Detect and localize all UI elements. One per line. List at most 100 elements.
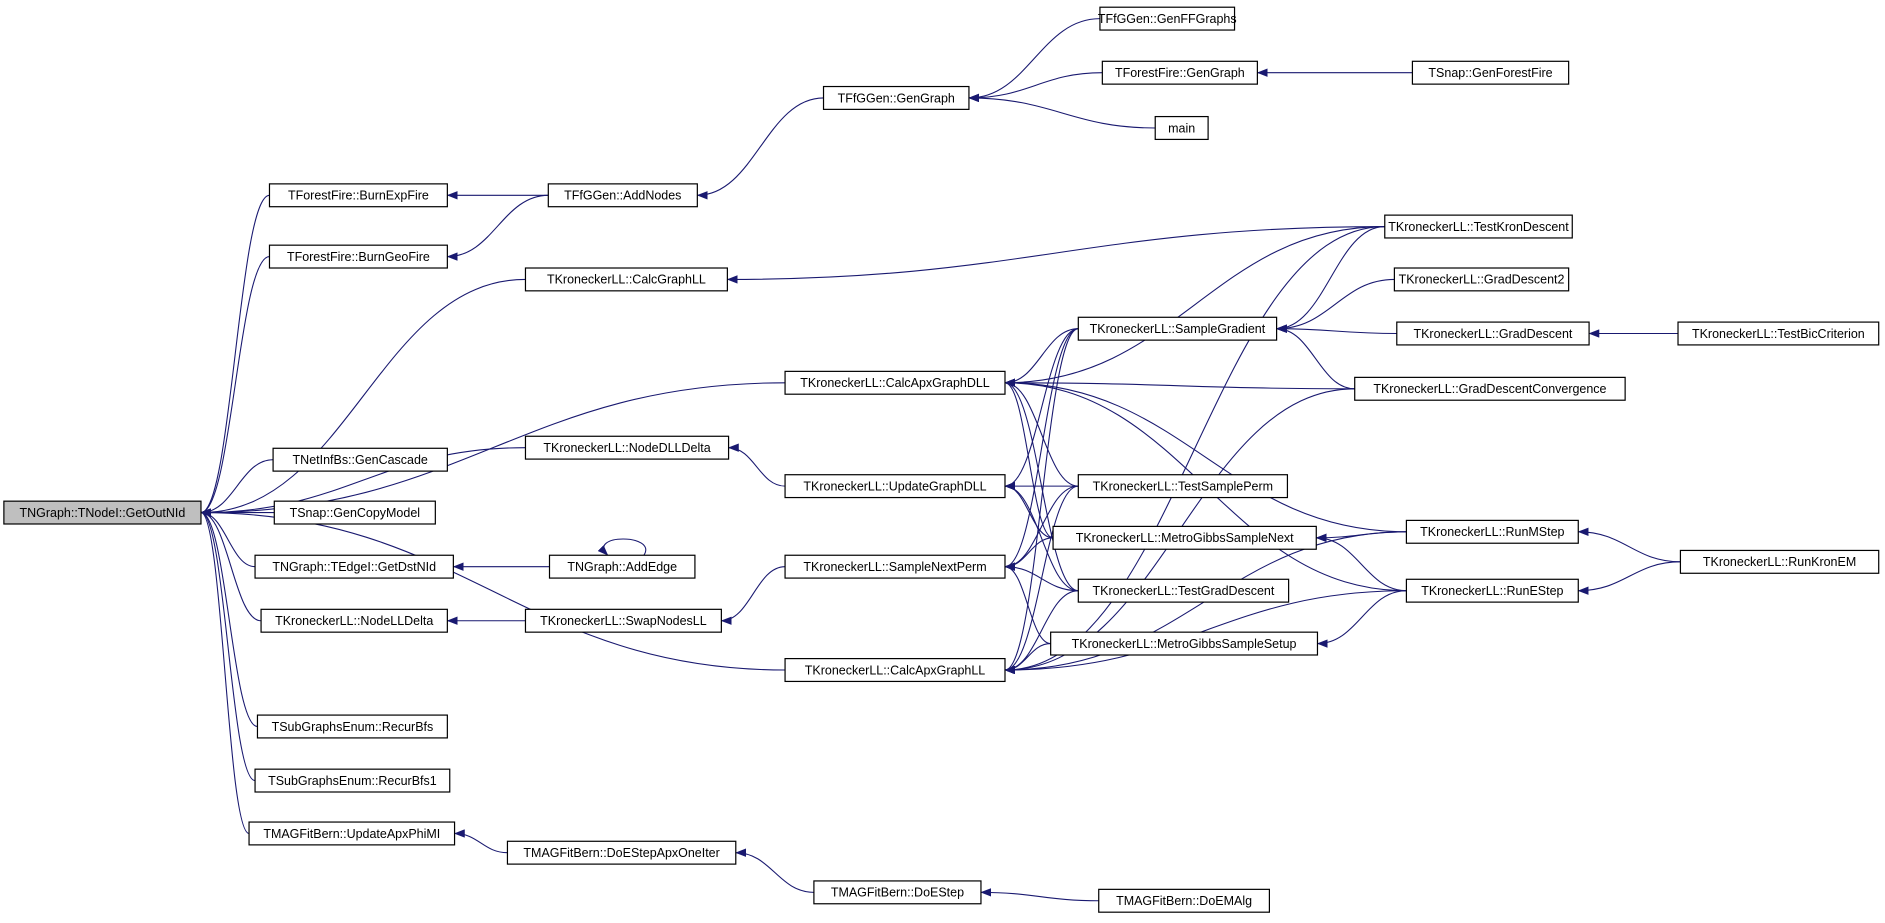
node-label: TKroneckerLL::TestSamplePerm — [1093, 479, 1273, 493]
node-get-dst-nid[interactable]: TNGraph::TEdgeI::GetDstNId — [254, 554, 454, 579]
node-box — [506, 840, 737, 865]
node-box — [260, 608, 448, 633]
node-box — [1077, 578, 1290, 603]
node-box — [1099, 6, 1236, 31]
node-box — [1077, 316, 1278, 341]
edge-run-estep-to-metro-gibbs-sample-next — [1315, 533, 1407, 592]
node-label: TFfGGen::AddNodes — [564, 189, 681, 203]
edge-test-grad-descent-to-calc-apx-graph-dll — [1004, 378, 1079, 592]
node-box — [1405, 519, 1579, 544]
edge-test-kron-descent-to-calc-apx-graph-dll — [1004, 226, 1385, 387]
node-label: TKroneckerLL::MetroGibbsSampleSetup — [1072, 637, 1297, 651]
edge-recur-bfs-to-get-out-nid — [200, 508, 258, 728]
node-update-graph-dll[interactable]: TKroneckerLL::UpdateGraphDLL — [784, 474, 1006, 499]
node-swap-nodes-ll[interactable]: TKroneckerLL::SwapNodesLL — [524, 608, 722, 633]
edge-do-estep-apx-one-iter-to-update-apx-phi-mi — [453, 829, 508, 854]
node-box — [1677, 321, 1880, 346]
edge-run-estep-to-calc-apx-graph-ll — [1004, 590, 1407, 675]
node-sample-gradient[interactable]: TKroneckerLL::SampleGradient — [1077, 316, 1278, 341]
node-label: TSnap::GenCopyModel — [290, 506, 420, 520]
node-box — [548, 554, 696, 579]
node-recur-bfs[interactable]: TSubGraphsEnum::RecurBfs — [256, 714, 448, 739]
node-gen-forest-fire[interactable]: TSnap::GenForestFire — [1411, 60, 1570, 85]
node-box — [1396, 321, 1590, 346]
node-run-estep[interactable]: TKroneckerLL::RunEStep — [1405, 578, 1579, 603]
node-label: TKroneckerLL::UpdateGraphDLL — [803, 479, 986, 493]
edge-metro-gibbs-sample-next-to-update-graph-dll — [1004, 481, 1054, 539]
node-node-dlldelta[interactable]: TKroneckerLL::NodeDLLDelta — [524, 435, 730, 460]
node-label: TFfGGen::GenGraph — [838, 91, 955, 105]
edge-sample-next-perm-to-swap-nodes-ll — [720, 566, 786, 625]
node-ffgen-graph[interactable]: TForestFire::GenGraph — [1101, 60, 1258, 85]
node-box — [254, 554, 454, 579]
node-calc-graph-ll[interactable]: TKroneckerLL::CalcGraphLL — [524, 267, 728, 292]
node-label: TSubGraphsEnum::RecurBfs — [272, 720, 434, 734]
node-get-out-nid[interactable]: TNGraph::TNodeI::GetOutNId — [3, 500, 202, 525]
node-gen-ffgraphs[interactable]: TFfGGen::GenFFGraphs — [1098, 6, 1237, 31]
node-add-nodes[interactable]: TFfGGen::AddNodes — [547, 183, 698, 208]
edge-run-kron-em-to-run-estep — [1577, 561, 1681, 595]
node-label: TMAGFitBern::UpdateApxPhiMI — [263, 827, 440, 841]
node-metro-gibbs-sample-next[interactable]: TKroneckerLL::MetroGibbsSampleNext — [1052, 525, 1317, 550]
edge-sample-gradient-to-update-graph-dll — [1004, 328, 1079, 491]
node-calc-apx-graph-dll[interactable]: TKroneckerLL::CalcApxGraphDLL — [784, 370, 1006, 395]
node-do-estep-apx-one-iter[interactable]: TMAGFitBern::DoEStepApxOneIter — [506, 840, 737, 865]
node-test-bic-criterion[interactable]: TKroneckerLL::TestBicCriterion — [1677, 321, 1880, 346]
node-node-lldelta[interactable]: TKroneckerLL::NodeLLDelta — [260, 608, 448, 633]
edge-grad-descent-to-sample-gradient — [1276, 324, 1397, 335]
edge-test-kron-descent-to-calc-apx-graph-ll — [1004, 226, 1385, 675]
edge-do-emalg-to-do-estep — [980, 888, 1099, 902]
node-label: TMAGFitBern::DoEMAlg — [1116, 894, 1252, 908]
node-test-kron-descent[interactable]: TKroneckerLL::TestKronDescent — [1384, 214, 1573, 239]
edge-add-nodes-to-burn-geo-fire — [446, 194, 549, 261]
node-label: TKroneckerLL::NodeDLLDelta — [543, 441, 710, 455]
node-box — [784, 657, 1006, 683]
node-label: TMAGFitBern::DoEStepApxOneIter — [523, 846, 719, 860]
node-test-grad-descent[interactable]: TKroneckerLL::TestGradDescent — [1077, 578, 1290, 603]
node-main[interactable]: main — [1154, 115, 1209, 141]
edge-update-apx-phi-mi-to-get-out-nid — [200, 508, 250, 835]
node-gen-cascade[interactable]: TNetInfBs::GenCascade — [272, 447, 448, 472]
edge-sample-gradient-to-calc-apx-graph-ll — [1004, 328, 1079, 675]
node-run-mstep[interactable]: TKroneckerLL::RunMStep — [1405, 519, 1579, 544]
node-box — [784, 370, 1006, 395]
edge-test-sample-perm-to-sample-next-perm — [1004, 485, 1079, 571]
node-do-emalg[interactable]: TMAGFitBern::DoEMAlg — [1098, 888, 1270, 913]
edge-sample-gradient-to-sample-next-perm — [1004, 328, 1079, 571]
edge-metro-gibbs-sample-next-to-calc-apx-graph-dll — [1004, 378, 1054, 539]
node-grad-descent-convergence[interactable]: TKroneckerLL::GradDescentConvergence — [1354, 376, 1626, 401]
node-label: TKroneckerLL::TestGradDescent — [1093, 584, 1275, 598]
edge-metro-gibbs-sample-setup-to-calc-apx-graph-ll — [1004, 643, 1051, 675]
edge-gen-ffgraphs-to-ff-gen-graph — [968, 18, 1100, 103]
node-grad-descent[interactable]: TKroneckerLL::GradDescent — [1396, 321, 1590, 346]
node-test-sample-perm[interactable]: TKroneckerLL::TestSamplePerm — [1077, 474, 1289, 499]
edge-test-sample-perm-to-calc-apx-graph-ll — [1004, 485, 1079, 675]
edge-grad-descent2-to-sample-gradient — [1276, 278, 1395, 333]
edge-burn-exp-fire-to-get-out-nid — [200, 194, 270, 517]
node-label: TKroneckerLL::RunEStep — [1421, 584, 1563, 598]
node-label: TNGraph::TEdgeI::GetDstNId — [272, 560, 436, 574]
node-sample-next-perm[interactable]: TKroneckerLL::SampleNextPerm — [784, 554, 1006, 579]
node-burn-geo-fire[interactable]: TForestFire::BurnGeoFire — [268, 244, 448, 269]
node-box — [524, 608, 722, 633]
node-grad-descent2[interactable]: TKroneckerLL::GradDescent2 — [1393, 267, 1570, 292]
node-box — [1052, 525, 1317, 550]
node-label: TFfGGen::GenFFGraphs — [1098, 12, 1237, 26]
node-label: TNetInfBs::GenCascade — [293, 453, 428, 467]
node-do-estep[interactable]: TMAGFitBern::DoEStep — [813, 880, 982, 905]
node-label: TMAGFitBern::DoEStep — [831, 886, 964, 900]
node-add-edge[interactable]: TNGraph::AddEdge — [548, 554, 696, 579]
node-metro-gibbs-sample-setup[interactable]: TKroneckerLL::MetroGibbsSampleSetup — [1050, 631, 1319, 656]
node-label: main — [1168, 121, 1195, 135]
node-burn-exp-fire[interactable]: TForestFire::BurnExpFire — [268, 183, 448, 208]
node-box — [1101, 60, 1258, 85]
node-ff-gen-graph[interactable]: TFfGGen::GenGraph — [822, 85, 970, 110]
node-gen-copy-model[interactable]: TSnap::GenCopyModel — [273, 500, 436, 525]
node-calc-apx-graph-ll[interactable]: TKroneckerLL::CalcApxGraphLL — [784, 657, 1006, 683]
node-update-apx-phi-mi[interactable]: TMAGFitBern::UpdateApxPhiMI — [248, 821, 456, 846]
node-recur-bfs1[interactable]: TSubGraphsEnum::RecurBfs1 — [254, 768, 451, 793]
node-run-kron-em[interactable]: TKroneckerLL::RunKronEM — [1679, 549, 1880, 574]
node-label: TKroneckerLL::NodeLLDelta — [275, 614, 433, 628]
node-box — [3, 500, 202, 525]
